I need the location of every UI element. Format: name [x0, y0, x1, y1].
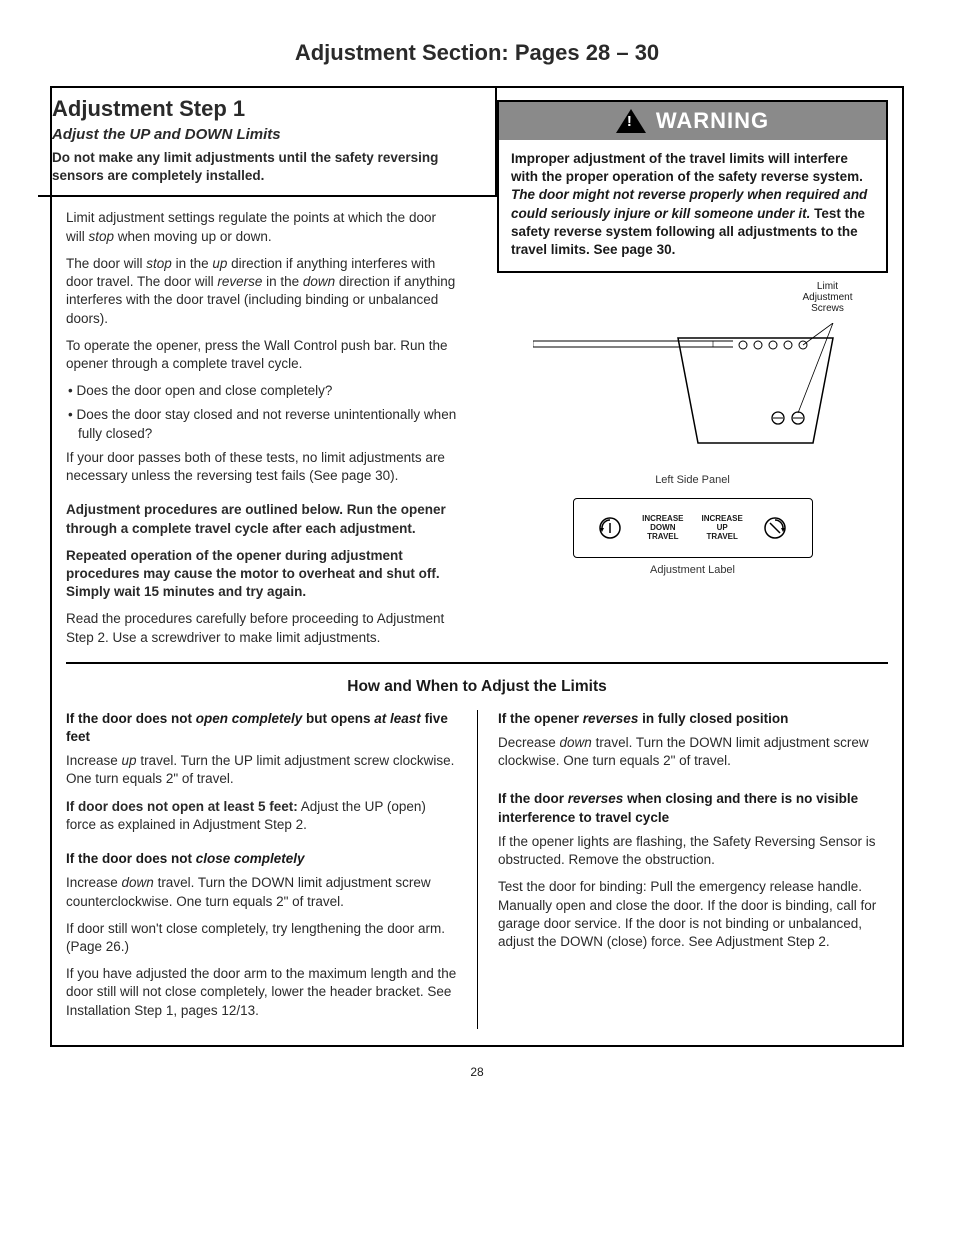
para-overheat-bold: Repeated operation of the opener during …	[66, 547, 457, 602]
right-column: WARNING Improper adjustment of the trave…	[477, 88, 902, 656]
br-p1: Decrease down travel. Turn the DOWN limi…	[498, 734, 888, 770]
bullet-1: • Does the door open and close completel…	[66, 382, 457, 400]
panel-caption: Left Side Panel	[497, 474, 888, 486]
step-title: Adjustment Step 1	[52, 96, 483, 122]
step-subtitle: Adjust the UP and DOWN Limits	[52, 126, 483, 143]
bl-p2: If door does not open at least 5 feet: A…	[66, 798, 457, 834]
page-number: 28	[50, 1065, 904, 1079]
down-travel-text: INCREASE DOWN TRAVEL	[642, 515, 683, 541]
howto-title: How and When to Adjust the Limits	[52, 678, 902, 696]
warning-body: Improper adjustment of the travel limits…	[499, 140, 886, 271]
para-passes-tests: If your door passes both of these tests,…	[66, 449, 457, 485]
step1-header-box: Adjustment Step 1 Adjust the UP and DOWN…	[38, 88, 497, 197]
bl-h1: If the door does not open completely but…	[66, 710, 457, 746]
dial-cw-icon	[761, 514, 789, 542]
bottom-right-column: If the opener reverses in fully closed p…	[477, 710, 902, 1029]
bottom-left-column: If the door does not open completely but…	[52, 710, 477, 1029]
side-panel-svg	[533, 323, 853, 463]
warning-header: WARNING	[499, 102, 886, 140]
t: when moving up or down.	[114, 229, 272, 244]
br-p2: If the opener lights are flashing, the S…	[498, 833, 888, 869]
bottom-two-column: If the door does not open completely but…	[52, 710, 902, 1045]
br-h1: If the opener reverses in fully closed p…	[498, 710, 888, 728]
warning-title-text: WARNING	[656, 108, 769, 134]
screws-label: Limit Adjustment Screws	[802, 281, 852, 314]
para-stop-reverse: The door will stop in the up direction i…	[66, 255, 457, 328]
para-limit-settings: Limit adjustment settings regulate the p…	[66, 209, 457, 245]
top-box-warning-text: Do not make any limit adjustments until …	[52, 149, 483, 185]
left-column: Adjustment Step 1 Adjust the UP and DOWN…	[52, 88, 477, 656]
label-caption: Adjustment Label	[497, 564, 888, 576]
bl-p3: Increase down travel. Turn the DOWN limi…	[66, 874, 457, 910]
br-h2: If the door reverses when closing and th…	[498, 790, 888, 826]
bullet-2: • Does the door stay closed and not reve…	[66, 406, 457, 442]
diagram-area: Limit Adjustment Screws	[497, 323, 888, 576]
dial-ccw-icon	[596, 514, 624, 542]
top-two-column: Adjustment Step 1 Adjust the UP and DOWN…	[52, 88, 902, 656]
side-panel-diagram: Limit Adjustment Screws	[533, 323, 853, 468]
t: Improper adjustment of the travel limits…	[511, 151, 863, 184]
para-operate: To operate the opener, press the Wall Co…	[66, 337, 457, 373]
para-procedures-bold: Adjustment procedures are outlined below…	[66, 501, 457, 537]
main-content-frame: Adjustment Step 1 Adjust the UP and DOWN…	[50, 86, 904, 1047]
br-p3: Test the door for binding: Pull the emer…	[498, 878, 888, 951]
bl-p1: Increase up travel. Turn the UP limit ad…	[66, 752, 457, 788]
page-header: Adjustment Section: Pages 28 – 30	[50, 40, 904, 66]
warning-box: WARNING Improper adjustment of the trave…	[497, 100, 888, 273]
up-travel-text: INCREASE UP TRAVEL	[702, 515, 743, 541]
para-read-carefully: Read the procedures carefully before pro…	[66, 610, 457, 646]
bl-p5: If you have adjusted the door arm to the…	[66, 965, 457, 1020]
warning-triangle-icon	[616, 109, 646, 133]
bl-h2: If the door does not close completely	[66, 850, 457, 868]
divider	[66, 662, 888, 664]
adjustment-label-box: INCREASE DOWN TRAVEL INCREASE UP TRAVEL	[573, 498, 813, 558]
bl-p4: If door still won't close completely, tr…	[66, 920, 457, 956]
t: stop	[89, 229, 115, 244]
